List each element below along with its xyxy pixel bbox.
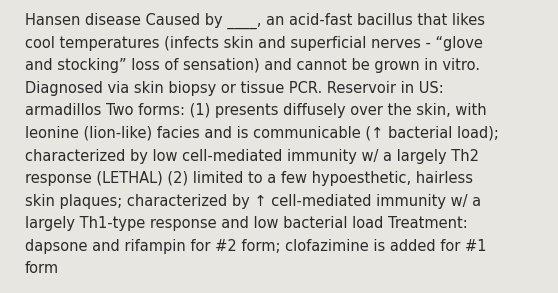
Text: largely Th1-type response and low bacterial load Treatment:: largely Th1-type response and low bacter… (25, 216, 468, 231)
Text: and stocking” loss of sensation) and cannot be grown in vitro.: and stocking” loss of sensation) and can… (25, 58, 480, 73)
Text: armadillos Two forms: (1) presents diffusely over the skin, with: armadillos Two forms: (1) presents diffu… (25, 103, 487, 118)
Text: response (LETHAL) (2) limited to a few hypoesthetic, hairless: response (LETHAL) (2) limited to a few h… (25, 171, 473, 186)
Text: characterized by low cell-mediated immunity w/ a largely Th2: characterized by low cell-mediated immun… (25, 149, 479, 163)
Text: form: form (25, 261, 59, 276)
Text: cool temperatures (infects skin and superficial nerves - “glove: cool temperatures (infects skin and supe… (25, 36, 483, 51)
Text: Hansen disease Caused by ____, an acid-fast bacillus that likes: Hansen disease Caused by ____, an acid-f… (25, 13, 485, 29)
Text: dapsone and rifampin for #2 form; clofazimine is added for #1: dapsone and rifampin for #2 form; clofaz… (25, 239, 487, 254)
Text: skin plaques; characterized by ↑ cell-mediated immunity w/ a: skin plaques; characterized by ↑ cell-me… (25, 194, 481, 209)
Text: Diagnosed via skin biopsy or tissue PCR. Reservoir in US:: Diagnosed via skin biopsy or tissue PCR.… (25, 81, 444, 96)
Text: leonine (lion-like) facies and is communicable (↑ bacterial load);: leonine (lion-like) facies and is commun… (25, 126, 499, 141)
